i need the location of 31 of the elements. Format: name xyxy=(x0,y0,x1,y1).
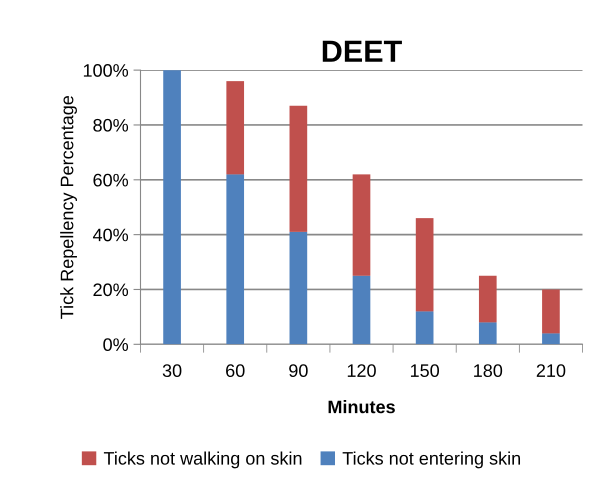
bar xyxy=(163,70,181,344)
y-tick-label: 20% xyxy=(93,283,128,296)
x-tick-label: 90 xyxy=(289,364,308,378)
x-tick-label: 30 xyxy=(162,364,182,378)
bar xyxy=(416,311,434,344)
x-tick-label: 120 xyxy=(348,364,376,378)
y-tick-label: 40% xyxy=(92,228,128,242)
y-tick-label: 60% xyxy=(93,174,128,187)
y-axis-title: Tick Repellency Percentage xyxy=(60,96,77,319)
y-tick-label: 80% xyxy=(93,118,128,132)
bar xyxy=(478,276,497,322)
bar xyxy=(290,232,308,344)
bar xyxy=(226,174,244,344)
chart-title: DEET xyxy=(322,40,402,62)
bar xyxy=(352,276,370,344)
x-tick-label: 60 xyxy=(226,364,245,378)
legend-label: Ticks not entering skin xyxy=(342,451,520,468)
x-tick-label: 150 xyxy=(410,364,439,378)
bar xyxy=(478,322,497,344)
bar xyxy=(542,333,560,344)
bar xyxy=(290,106,308,232)
bar xyxy=(226,81,244,174)
x-tick-label: 180 xyxy=(474,364,502,378)
y-tick-label: 0% xyxy=(103,338,128,352)
legend-label: Ticks not walking on skin xyxy=(104,451,302,468)
x-axis-title: Minutes xyxy=(328,400,395,414)
bar xyxy=(416,218,434,312)
bar xyxy=(352,174,370,276)
x-tick-label: 210 xyxy=(536,364,566,378)
y-tick-label: 100% xyxy=(84,64,128,77)
bar xyxy=(542,289,560,334)
